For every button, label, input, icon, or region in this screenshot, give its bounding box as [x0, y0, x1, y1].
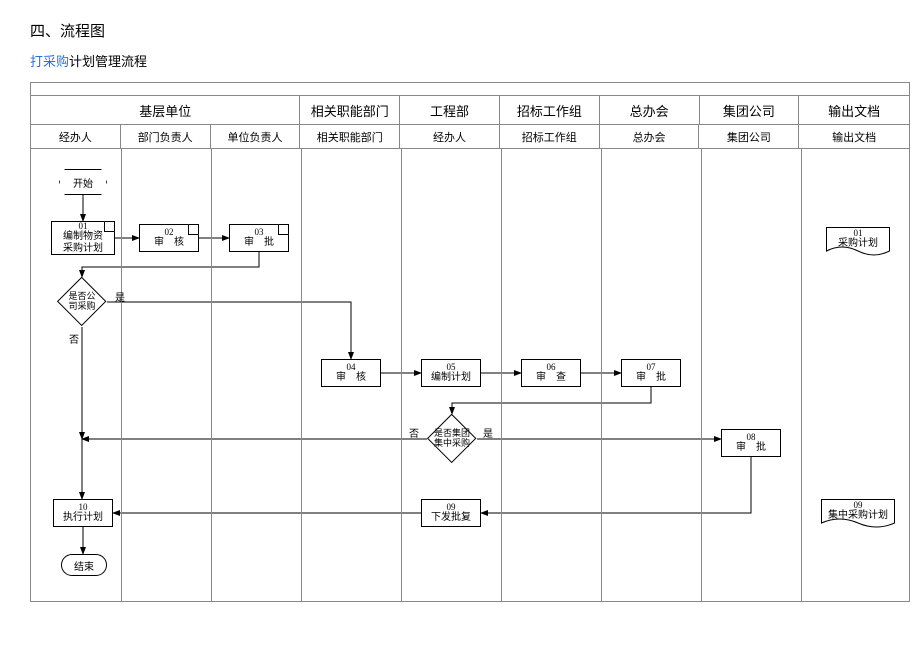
- header-row-lanes: 经办人部门负责人单位负责人相关职能部门经办人招标工作组总办会集团公司输出文档: [31, 125, 909, 149]
- lane-header-cell: 部门负责人: [121, 125, 211, 148]
- lane-header-cell: 集团公司: [699, 125, 799, 148]
- group-header-cell: 招标工作组: [500, 96, 600, 124]
- lane-divider: [211, 149, 212, 601]
- header-row-groups: 基层单位相关职能部门工程部招标工作组总办会集团公司输出文档: [31, 95, 909, 125]
- flowchart-container: 基层单位相关职能部门工程部招标工作组总办会集团公司输出文档 经办人部门负责人单位…: [30, 82, 910, 602]
- process-node: 08审 批: [721, 429, 781, 457]
- edge: [82, 252, 259, 277]
- lane-divider: [401, 149, 402, 601]
- lane-divider: [801, 149, 802, 601]
- flowchart-body: 开始 01编制物资 采购计划 02审 核 03审 批是否公 司采购 04审 核 05编制计…: [31, 149, 909, 601]
- lane-header-cell: 招标工作组: [500, 125, 600, 148]
- lane-divider: [301, 149, 302, 601]
- lane-divider: [501, 149, 502, 601]
- process-node: 05编制计划: [421, 359, 481, 387]
- process-node: 01编制物资 采购计划: [51, 221, 115, 255]
- lane-header-cell: 总办会: [600, 125, 700, 148]
- process-node: 03审 批: [229, 224, 289, 252]
- subtitle: 打采购计划管理流程: [30, 51, 890, 70]
- lane-divider: [601, 149, 602, 601]
- lane-header-cell: 单位负责人: [211, 125, 301, 148]
- edge: [107, 302, 351, 359]
- process-node: 10执行计划: [53, 499, 113, 527]
- subtitle-link: 打采购: [30, 54, 69, 69]
- subtitle-rest: 计划管理流程: [69, 54, 147, 69]
- edge-label: 否: [69, 331, 79, 346]
- group-header-cell: 集团公司: [700, 96, 800, 124]
- document-node: 01采购计划: [826, 227, 890, 257]
- group-header-cell: 基层单位: [31, 96, 300, 124]
- process-node: 06审 查: [521, 359, 581, 387]
- lane-header-cell: 经办人: [31, 125, 121, 148]
- edge-label: 是: [483, 425, 493, 440]
- lane-header-cell: 经办人: [400, 125, 500, 148]
- edge-label: 是: [115, 289, 125, 304]
- decision-node: 是否公 司采购: [57, 277, 107, 327]
- edge-label: 否: [409, 425, 419, 440]
- lane-divider: [701, 149, 702, 601]
- lane-header-cell: 输出文档: [799, 125, 909, 148]
- page-title: 四、流程图: [30, 20, 890, 41]
- start-node: 开始: [59, 169, 107, 195]
- process-node: 07审 批: [621, 359, 681, 387]
- edge: [452, 387, 651, 414]
- process-node: 04审 核: [321, 359, 381, 387]
- lane-divider: [121, 149, 122, 601]
- group-header-cell: 输出文档: [799, 96, 909, 124]
- document-node: 09集中采购计划: [821, 499, 895, 529]
- group-header-cell: 工程部: [400, 96, 500, 124]
- decision-node: 是否集团 集中采购: [427, 414, 477, 464]
- group-header-cell: 相关职能部门: [300, 96, 400, 124]
- end-node: 结束: [61, 554, 107, 576]
- lane-header-cell: 相关职能部门: [300, 125, 400, 148]
- process-node: 02审 核: [139, 224, 199, 252]
- edge: [481, 457, 751, 513]
- group-header-cell: 总办会: [600, 96, 700, 124]
- process-node: 09下发批复: [421, 499, 481, 527]
